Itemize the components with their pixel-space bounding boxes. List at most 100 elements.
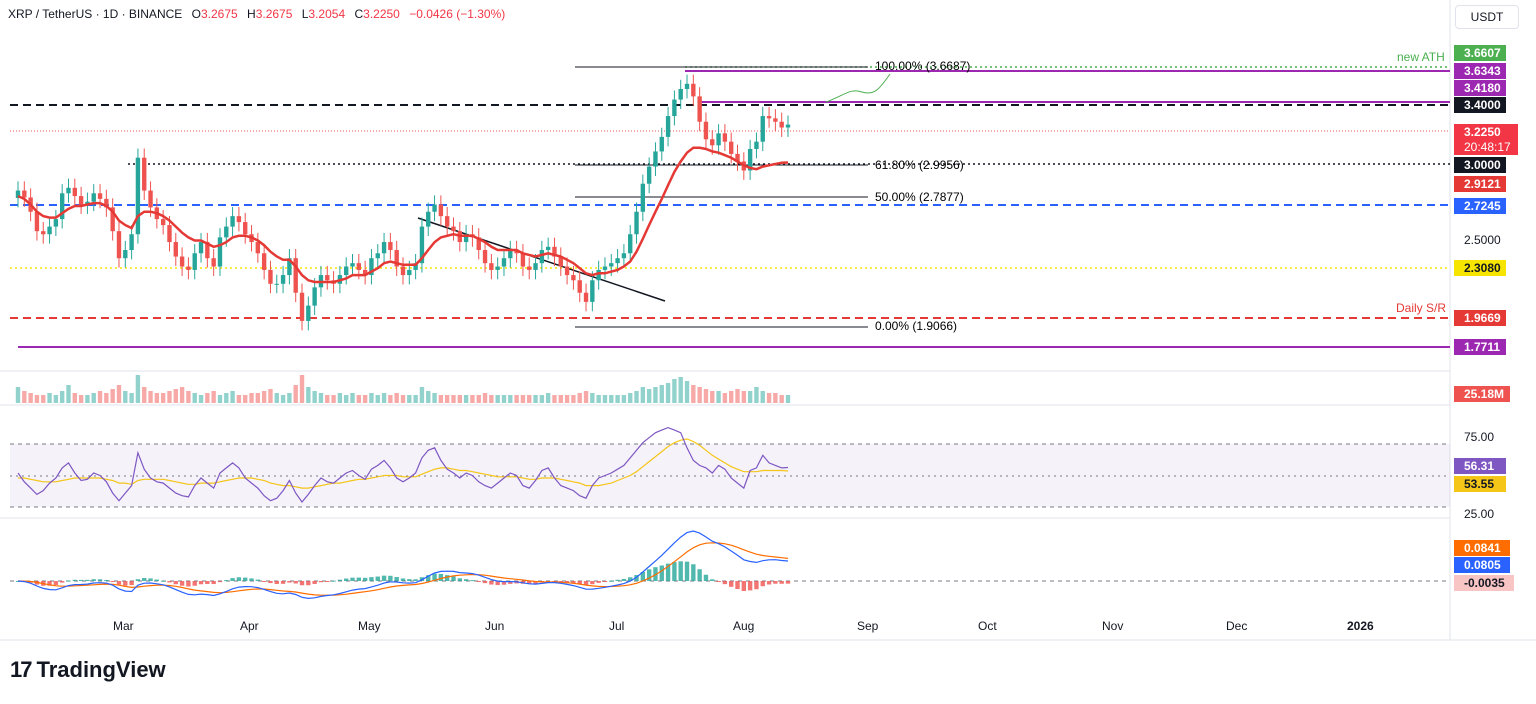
- macd-histogram-bar: [192, 581, 197, 586]
- candle-body: [325, 275, 330, 281]
- candle-body: [533, 263, 538, 270]
- close-label: C: [354, 7, 364, 21]
- candle-body: [116, 231, 122, 259]
- candle-body: [148, 190, 153, 208]
- close-value: 3.2250: [363, 7, 400, 21]
- macd-histogram-bar: [596, 581, 601, 583]
- candle-body: [615, 258, 620, 264]
- candle-body: [59, 193, 65, 220]
- volume-bar: [123, 391, 128, 403]
- badge-3.6343: [1454, 63, 1506, 79]
- macd-histogram-bar: [634, 575, 639, 581]
- candle-body: [520, 253, 526, 267]
- macd-histogram-bar: [779, 581, 784, 584]
- macd-histogram-bar: [678, 561, 683, 581]
- badge-text-3.6607: 3.6607: [1464, 46, 1501, 60]
- macd-histogram-bar: [697, 569, 702, 581]
- tradingview-brand[interactable]: 17 TradingView: [10, 657, 166, 683]
- macd-histogram-bar: [249, 578, 254, 581]
- volume-bar: [438, 395, 444, 403]
- macd-histogram-bar: [116, 581, 122, 585]
- volume-bar: [444, 395, 450, 403]
- volume-bar: [640, 387, 646, 403]
- badge-2.9121: [1454, 176, 1506, 192]
- macd-histogram-bar: [691, 564, 696, 581]
- volume-bar: [482, 393, 488, 403]
- badge-text-rsi: 56.31: [1464, 459, 1494, 473]
- volume-bar: [306, 387, 311, 403]
- macd-histogram-bar: [312, 581, 317, 584]
- volume-bar: [293, 385, 298, 403]
- currency-button[interactable]: USDT: [1455, 5, 1519, 29]
- macd-histogram-bar: [527, 581, 532, 585]
- candle-body: [400, 266, 406, 276]
- volume-bar: [457, 395, 462, 403]
- volume-bar: [729, 391, 734, 403]
- candle-body: [482, 250, 488, 264]
- volume-bar: [779, 395, 784, 403]
- low-value: 3.2054: [308, 7, 346, 21]
- macd-histogram-bar: [785, 581, 791, 584]
- volume-bar: [261, 391, 267, 403]
- badge-text-signal: 0.0805: [1464, 558, 1501, 572]
- rsi-tick-25: 25.00: [1464, 507, 1494, 521]
- candle-body: [703, 121, 709, 140]
- macd-histogram-bar: [66, 580, 71, 582]
- macd-histogram-bar: [318, 581, 324, 583]
- macd-histogram-bar: [495, 581, 500, 586]
- annotation-new-ath: new ATH: [1397, 50, 1445, 64]
- badge-current-price: [1454, 124, 1518, 155]
- macd-histogram-bar: [754, 581, 759, 590]
- volume-bar: [691, 385, 696, 403]
- candle-body: [444, 216, 450, 227]
- candle-body: [754, 141, 759, 149]
- macd-histogram-bar: [274, 581, 279, 584]
- candle-body: [590, 280, 595, 302]
- time-label-jul: Jul: [609, 619, 624, 633]
- candle-body: [602, 266, 608, 270]
- volume-bar: [539, 395, 545, 403]
- volume-bar: [451, 395, 456, 403]
- volume-bar: [186, 391, 191, 403]
- volume-bar: [697, 387, 702, 403]
- macd-histogram-bar: [766, 581, 772, 585]
- candle-body: [34, 211, 40, 232]
- volume-bar: [388, 395, 393, 403]
- volume-bar: [413, 395, 418, 403]
- macd-histogram-bar: [463, 579, 469, 581]
- rsi-ma-line: [18, 438, 789, 489]
- macd-histogram-bar: [533, 581, 538, 584]
- candle-body: [350, 263, 355, 267]
- volume-bar: [609, 395, 614, 403]
- candle-body: [672, 99, 677, 117]
- macd-histogram-bar: [186, 581, 191, 587]
- volume-bar: [312, 391, 317, 403]
- volume-bar: [495, 395, 500, 403]
- volume-bar: [15, 387, 21, 403]
- macd-histogram-bar: [47, 581, 52, 586]
- symbol-legend[interactable]: XRP / TetherUS · 1D · BINANCE O3.2675 H3…: [8, 7, 505, 21]
- volume-bar: [249, 393, 254, 403]
- candle-body: [640, 183, 646, 212]
- volume-bar: [41, 395, 46, 403]
- macd-histogram-bar: [331, 580, 336, 582]
- volume-bar: [160, 393, 166, 403]
- volume-bar: [344, 395, 349, 403]
- macd-histogram-bar: [672, 562, 677, 581]
- macd-histogram-bar: [564, 581, 570, 583]
- volume-bar: [419, 387, 425, 403]
- time-label-jun: Jun: [485, 619, 504, 633]
- candle-body: [451, 226, 456, 232]
- volume-bar: [91, 393, 96, 403]
- candle-body: [735, 153, 740, 162]
- badge-1.7711: [1454, 339, 1506, 355]
- candle-body: [293, 258, 298, 293]
- ema-series: [17, 146, 789, 284]
- candle-body: [722, 133, 728, 142]
- macd-histogram-bar: [135, 579, 141, 581]
- macd-histogram-bar: [407, 579, 412, 581]
- macd-histogram-bar: [489, 581, 494, 585]
- macd-histogram-bar: [104, 579, 109, 581]
- volume-bar: [735, 389, 740, 403]
